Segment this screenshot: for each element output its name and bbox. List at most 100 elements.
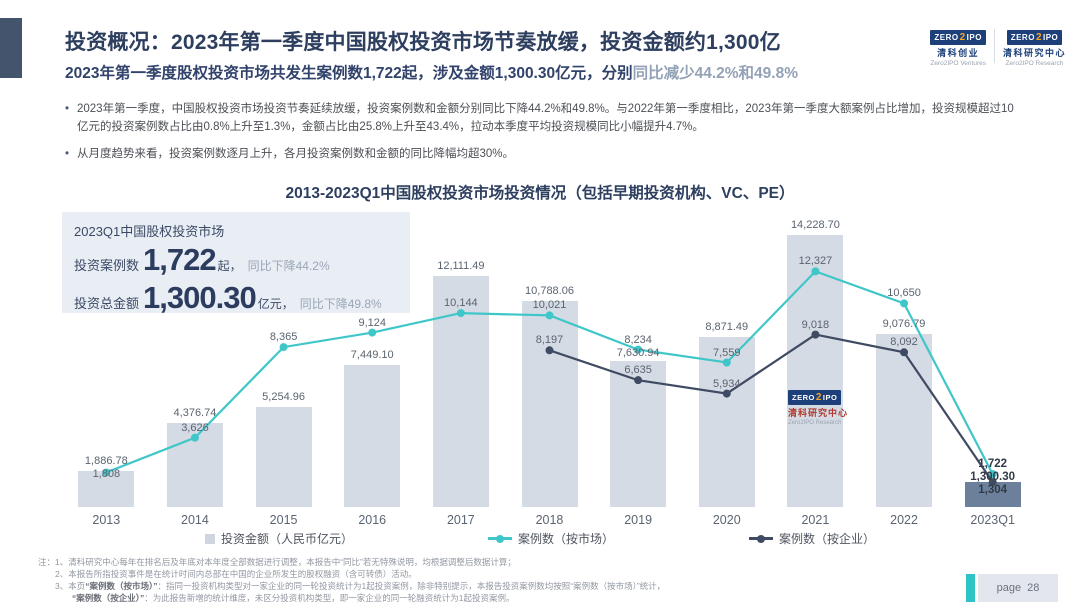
zero2ipo-badge: ZERO2IPO bbox=[1006, 30, 1063, 45]
page-badge-accent bbox=[966, 574, 975, 602]
zero2ipo-badge: ZERO2IPO bbox=[788, 390, 842, 405]
legend-item: 案例数（按市场） bbox=[487, 530, 614, 547]
stat-delta: 同比下降44.2% bbox=[247, 259, 330, 273]
chart-plot-area: 1,886.78 1,808 4,376.74 3,626 8,365 5,254.96 9… bbox=[62, 212, 1037, 507]
legend-item: 案例数（按企业） bbox=[749, 530, 875, 547]
value-label: 6,635 bbox=[624, 364, 652, 377]
x-axis-label: 2016 bbox=[358, 513, 387, 527]
bar-2015 bbox=[255, 406, 312, 507]
line-series-layer bbox=[102, 267, 997, 487]
subtitle-main: 2023年第一季度股权投资市场共发生案例数1,722起，涉及金额1,300.30… bbox=[65, 65, 633, 82]
stat-value: 1,722 bbox=[143, 242, 217, 277]
logo-en-name: Zero2IPO Research bbox=[1005, 60, 1064, 67]
summary-bullets: 2023年第一季度，中国股权投资市场投资节奏延续放缓，投资案例数和金额分别同比下… bbox=[65, 101, 1025, 172]
stat-panel: 2023Q1中国股权投资市场 投资案例数 1,722 起， 同比下降44.2% … bbox=[62, 212, 410, 316]
chart-legend: 投资金额（人民币亿元） 案例数（按市场） 案例数（按企业） bbox=[0, 530, 1080, 547]
legend-swatch-icon bbox=[204, 533, 215, 544]
bar-2023Q1 bbox=[964, 482, 1021, 507]
bar-2021 bbox=[787, 235, 844, 507]
x-axis-label: 2021 bbox=[801, 513, 830, 527]
value-label: 1,808 bbox=[92, 467, 121, 480]
x-axis-label: 2018 bbox=[535, 513, 564, 527]
footnote-text: “案例数（按市场）” bbox=[85, 581, 158, 592]
watermark-cn-name: 清科研究中心 bbox=[788, 408, 849, 418]
stat-row-amount: 投资总金额 1,300.30 亿元， 同比下降49.8% bbox=[74, 280, 398, 316]
value-label: 9,124 bbox=[358, 316, 386, 329]
bullet-item: 从月度趋势来看，投资案例数逐月上升，各月投资案例数和金额的同比降幅均超30%。 bbox=[65, 146, 1025, 164]
chart-title: 2013-2023Q1中国股权投资市场投资情况（包括早期投资机构、VC、PE） bbox=[285, 185, 795, 202]
value-label: 8,234 bbox=[624, 333, 652, 346]
legend-label: 投资金额（人民币亿元） bbox=[220, 532, 353, 546]
bar-2018 bbox=[521, 300, 578, 507]
x-axis-label: 2015 bbox=[269, 513, 298, 527]
x-axis-label: 2017 bbox=[446, 513, 475, 527]
footnote-text: “案例数（按企业）” bbox=[72, 593, 145, 604]
stat-delta: 同比下降49.8% bbox=[299, 297, 382, 311]
legend-label: 案例数（按企业） bbox=[779, 532, 876, 546]
value-label: 9,018 bbox=[801, 318, 830, 331]
logo-en-name: Zero2IPO Ventures bbox=[930, 60, 986, 67]
bar-2013 bbox=[78, 470, 135, 507]
legend-item: 投资金额（人民币亿元） bbox=[204, 530, 353, 547]
value-label: 4,376.74 bbox=[173, 407, 217, 420]
stat-value: 1,300.30 bbox=[143, 280, 257, 315]
title-accent-bar bbox=[0, 18, 22, 78]
subtitle-highlight: 同比减少44.2%和49.8% bbox=[632, 65, 799, 82]
value-label: 7,630.94 bbox=[616, 346, 660, 359]
value-label: 1,722 bbox=[978, 458, 1008, 471]
footnote-text: ：指同一投资机构类型对一家企业的同一轮投资统计为1起投资案例，除非特别提示，本报… bbox=[157, 581, 666, 592]
x-axis-label: 2020 bbox=[712, 513, 741, 527]
value-label: 5,934 bbox=[713, 377, 741, 390]
footnote-text: 注：1、清科研究中心每年在排名后及年底对本年度全部数据进行调整，本报告中“同比”… bbox=[38, 557, 516, 567]
brand-logos: ZERO2IPO 清科创业 Zero2IPO Ventures ZERO2IPO… bbox=[930, 27, 1066, 67]
legend-line-marker-icon bbox=[749, 534, 773, 543]
stat-unit: 亿元， bbox=[257, 297, 294, 311]
zero2ipo-research-logo: ZERO2IPO 清科研究中心 Zero2IPO Research bbox=[1003, 27, 1066, 67]
logo-divider bbox=[993, 29, 995, 63]
watermark-en-name: Zero2IPO Research bbox=[788, 420, 842, 426]
stat-panel-title: 2023Q1中国股权投资市场 bbox=[74, 224, 225, 239]
footnote-line: “案例数（按企业）”：为此报告新增的统计维度，未区分投资机构类型，即一家企业的同… bbox=[38, 592, 938, 604]
x-axis-label: 2019 bbox=[624, 513, 653, 527]
value-label: 5,254.96 bbox=[262, 390, 305, 403]
value-label: 14,228.70 bbox=[790, 219, 840, 231]
page-number: page 28 bbox=[978, 574, 1058, 602]
footnote-text: 2、本报告所指投资事件是在统计时间内总部在中国的企业所发生的股权融资（含可转债）… bbox=[55, 569, 417, 580]
footnote-line: 3、本页“案例数（按市场）”：指同一投资机构类型对一家企业的同一轮投资统计为1起… bbox=[38, 580, 938, 592]
footnote-line: 注：1、清科研究中心每年在排名后及年底对本年度全部数据进行调整，本报告中“同比”… bbox=[38, 556, 938, 568]
value-label: 8,871.49 bbox=[705, 321, 749, 334]
page-title: 投资概况：2023年第一季度中国股权投资市场节奏放缓，投资金额约1,300亿 bbox=[65, 31, 781, 54]
footnotes: 注：1、清科研究中心每年在排名后及年底对本年度全部数据进行调整，本报告中“同比”… bbox=[38, 556, 938, 604]
value-label: 1,304 bbox=[978, 484, 1008, 497]
zero2ipo-ventures-logo: ZERO2IPO 清科创业 Zero2IPO Ventures bbox=[930, 27, 986, 67]
page-value: 28 bbox=[1027, 582, 1040, 594]
zero2ipo-badge: ZERO2IPO bbox=[930, 30, 986, 45]
footnote-text: ：为此报告新增的统计维度，未区分投资机构类型，即一家企业的同一轮融资统计为1起投… bbox=[144, 593, 515, 604]
x-axis-label: 2014 bbox=[181, 513, 209, 527]
value-label: 7,559 bbox=[713, 346, 741, 359]
logo-cn-name: 清科创业 bbox=[937, 48, 980, 58]
value-label: 1,300.30 bbox=[970, 471, 1016, 484]
value-label: 12,111.49 bbox=[437, 259, 485, 272]
bar-2022 bbox=[876, 333, 933, 507]
legend-label: 案例数（按市场） bbox=[517, 532, 614, 546]
x-axis-label: 2022 bbox=[890, 513, 918, 527]
bullet-item: 2023年第一季度，中国股权投资市场投资节奏延续放缓，投资案例数和金额分别同比下… bbox=[65, 101, 1025, 137]
value-label: 8,365 bbox=[269, 331, 298, 344]
bar-2016 bbox=[344, 364, 401, 507]
value-label: 10,021 bbox=[532, 299, 567, 312]
value-label: 10,788.06 bbox=[525, 284, 574, 297]
subtitle: 2023年第一季度股权投资市场共发生案例数1,722起，涉及金额1,300.30… bbox=[65, 61, 798, 83]
footnote-text: 3、本页 bbox=[55, 581, 86, 592]
value-label: 10,144 bbox=[444, 297, 478, 310]
page-label: page bbox=[996, 582, 1022, 594]
stat-row-cases: 投资案例数 1,722 起， 同比下降44.2% bbox=[74, 242, 398, 278]
stat-label: 投资总金额 bbox=[74, 296, 140, 311]
page-number-badge: page 28 bbox=[966, 574, 1058, 602]
footnote-line: 2、本报告所指投资事件是在统计时间内总部在中国的企业所发生的股权融资（含可转债）… bbox=[38, 568, 938, 580]
value-label: 10,650 bbox=[887, 287, 921, 300]
logo-cn-name: 清科研究中心 bbox=[1002, 48, 1066, 58]
x-axis-label: 2023Q1 bbox=[970, 513, 1015, 527]
legend-line-marker-icon bbox=[487, 534, 512, 543]
stat-unit: 起， bbox=[217, 259, 242, 273]
